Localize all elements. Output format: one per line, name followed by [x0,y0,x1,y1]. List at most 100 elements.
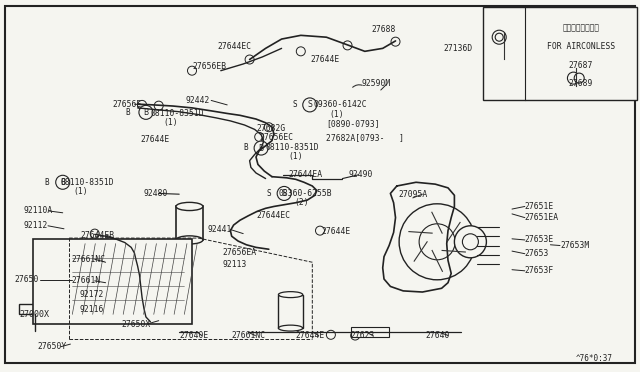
Text: 27644E: 27644E [296,331,325,340]
Text: 92110A: 92110A [24,206,53,215]
Text: 27651EA: 27651EA [525,213,559,222]
Circle shape [255,132,264,141]
Text: 92116: 92116 [80,305,104,314]
Circle shape [139,105,153,119]
Text: 27644E: 27644E [321,227,351,236]
Text: 92490: 92490 [349,170,373,179]
Text: 08110-8351D: 08110-8351D [150,109,204,118]
Text: (1): (1) [74,187,88,196]
Circle shape [399,204,475,280]
Text: B: B [44,178,49,187]
Text: [0890-0793]: [0890-0793] [326,119,380,128]
Text: 27650: 27650 [14,275,38,284]
Text: 27136D: 27136D [444,44,473,53]
Text: 27650Y: 27650Y [37,342,67,351]
Text: 27623: 27623 [351,331,375,340]
Text: 27640: 27640 [426,331,450,340]
Text: 92590M: 92590M [362,79,391,88]
Text: 27644E: 27644E [310,55,340,64]
Circle shape [277,186,291,201]
Text: 27653: 27653 [525,249,549,258]
Bar [176,206,203,240]
Text: 27661NC: 27661NC [232,331,266,340]
Text: 27640E: 27640E [179,331,209,340]
Ellipse shape [176,202,203,211]
Text: 27656EA: 27656EA [223,248,257,257]
Text: 09360-6142C: 09360-6142C [314,100,367,109]
Text: 08110-8351D: 08110-8351D [61,178,115,187]
Circle shape [495,33,503,41]
Text: 92441: 92441 [208,225,232,234]
Text: S: S [282,189,287,198]
Ellipse shape [176,236,203,244]
Circle shape [188,66,196,75]
Text: 92442: 92442 [186,96,210,105]
Circle shape [326,330,335,339]
Circle shape [316,226,324,235]
Circle shape [454,226,486,258]
Circle shape [245,55,254,64]
Text: S: S [307,100,312,109]
Bar [19,304,50,314]
Circle shape [492,30,506,44]
Text: 92112: 92112 [24,221,48,230]
Text: FOR AIRCONLESS: FOR AIRCONLESS [547,42,615,51]
Text: 92480: 92480 [144,189,168,198]
Circle shape [307,100,316,109]
Text: B: B [243,143,248,152]
Text: B: B [143,108,148,117]
Text: 27644EC: 27644EC [256,211,290,220]
Text: 27656EC: 27656EC [259,133,293,142]
Text: 27656EB: 27656EB [192,62,226,71]
Text: 08110-8351D: 08110-8351D [266,143,319,152]
Text: 27687: 27687 [568,61,593,70]
Text: ^76*0:37: ^76*0:37 [576,355,613,363]
Text: 27688: 27688 [371,25,396,34]
Text: 27653E: 27653E [525,235,554,244]
Text: エアコン無し仕様: エアコン無し仕様 [563,23,599,32]
Text: 27651E: 27651E [525,202,554,211]
Circle shape [568,72,579,84]
Text: 27682A[0793-   ]: 27682A[0793- ] [326,133,404,142]
Text: (1): (1) [288,152,303,161]
Circle shape [138,100,147,109]
Circle shape [351,331,360,340]
Circle shape [154,101,163,110]
Text: 27661NC: 27661NC [72,255,106,264]
Text: 27000X: 27000X [19,310,49,319]
Ellipse shape [278,292,303,298]
Text: 92113: 92113 [223,260,247,269]
Text: S: S [266,189,271,198]
Circle shape [391,37,400,46]
Text: S: S [292,100,297,109]
Text: 92172: 92172 [80,290,104,299]
Circle shape [419,224,455,260]
Text: 08360-6255B: 08360-6255B [278,189,332,198]
Text: 27653F: 27653F [525,266,554,275]
Circle shape [90,229,99,238]
Text: 27656E: 27656E [112,100,141,109]
Ellipse shape [278,325,303,331]
Text: 27095A: 27095A [399,190,428,199]
Text: 27653M: 27653M [560,241,589,250]
Text: (1): (1) [163,118,178,127]
Text: 27644EC: 27644EC [218,42,252,51]
Bar [483,7,637,100]
Circle shape [303,98,317,112]
Text: 27661N: 27661N [72,276,101,285]
Text: (2): (2) [294,198,309,207]
Text: B: B [125,108,131,117]
Text: 27644EB: 27644EB [80,231,114,240]
Text: (1): (1) [330,110,344,119]
Text: 27644EA: 27644EA [288,170,322,179]
Circle shape [264,123,273,132]
Text: 27689: 27689 [568,79,593,88]
Circle shape [462,234,479,250]
Circle shape [296,47,305,56]
Text: 27644E: 27644E [141,135,170,144]
Text: B: B [259,144,264,153]
Bar [33,239,192,324]
Circle shape [56,175,70,189]
Circle shape [343,41,352,50]
Bar [351,327,389,337]
